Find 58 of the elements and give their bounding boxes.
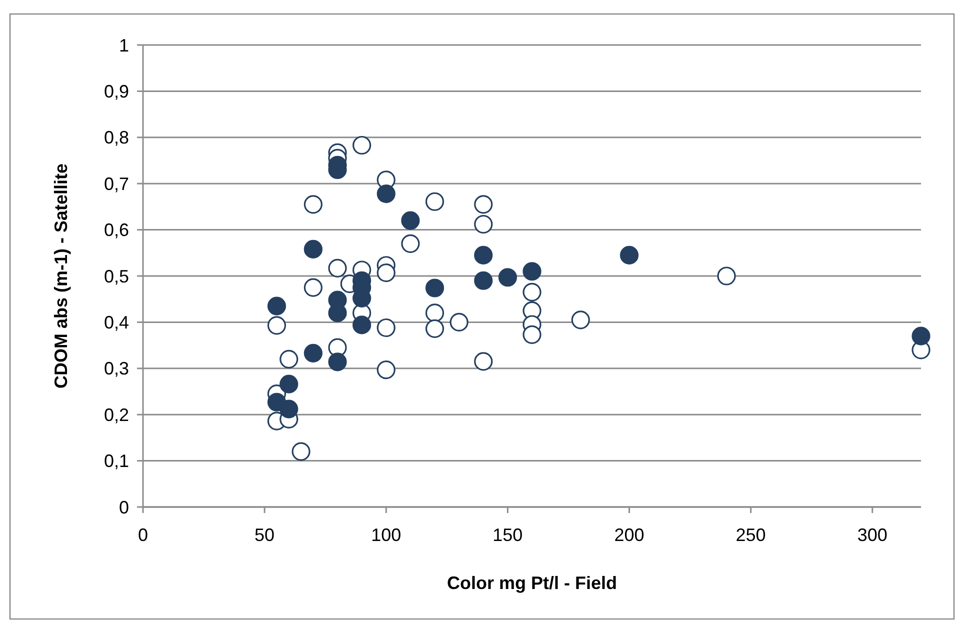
point xyxy=(425,192,444,211)
point xyxy=(474,352,493,371)
y-tick-label: 0,5 xyxy=(104,266,129,286)
point xyxy=(474,195,493,214)
point xyxy=(620,246,639,265)
point xyxy=(376,184,396,204)
y-tick-label: 0,7 xyxy=(104,174,129,194)
point xyxy=(376,263,396,282)
x-tick-label: 250 xyxy=(736,525,766,545)
y-tick-label: 0,4 xyxy=(104,312,129,332)
point xyxy=(717,266,736,286)
point xyxy=(328,352,347,372)
x-tick-label: 0 xyxy=(138,525,148,545)
x-tick-label: 300 xyxy=(857,525,888,545)
point xyxy=(280,374,298,394)
y-axis-title: CDOM abs (m-1) - Satellite xyxy=(51,163,71,389)
point xyxy=(498,268,517,287)
point xyxy=(425,278,444,298)
point xyxy=(450,312,468,332)
point xyxy=(425,319,444,338)
y-tick-label: 0,2 xyxy=(104,404,129,425)
point xyxy=(328,258,347,278)
y-tick-label: 0,3 xyxy=(104,358,129,379)
point xyxy=(267,296,286,316)
point xyxy=(352,316,372,334)
point xyxy=(280,350,298,368)
point xyxy=(280,400,298,418)
y-tick-label: 0,9 xyxy=(104,82,129,102)
point xyxy=(292,442,310,461)
point xyxy=(425,304,444,322)
x-tick-label: 50 xyxy=(254,525,275,545)
point xyxy=(304,344,322,362)
point xyxy=(474,271,493,290)
y-tick-label: 0 xyxy=(118,497,129,518)
point xyxy=(571,310,590,330)
point xyxy=(352,136,372,155)
point xyxy=(304,240,322,259)
y-tick-label: 0,8 xyxy=(104,128,129,148)
point xyxy=(912,326,930,346)
x-axis-title: Color mg Pt/l - Field xyxy=(447,573,617,593)
x-tick-label: 150 xyxy=(492,525,523,545)
x-tick-label: 200 xyxy=(614,525,644,545)
y-tick-label: 0,1 xyxy=(104,451,129,472)
point xyxy=(522,282,542,302)
y-tick-label: 0,6 xyxy=(104,220,129,240)
x-tick-label: 100 xyxy=(371,525,402,545)
point xyxy=(474,214,493,234)
point xyxy=(401,211,420,230)
point xyxy=(522,325,542,344)
point xyxy=(376,318,396,338)
point xyxy=(401,234,420,253)
point xyxy=(474,246,493,265)
point xyxy=(304,278,322,297)
point xyxy=(304,195,322,214)
y-tick-label: 1 xyxy=(118,35,129,56)
point xyxy=(522,262,542,281)
point xyxy=(267,316,286,335)
point xyxy=(376,360,396,380)
